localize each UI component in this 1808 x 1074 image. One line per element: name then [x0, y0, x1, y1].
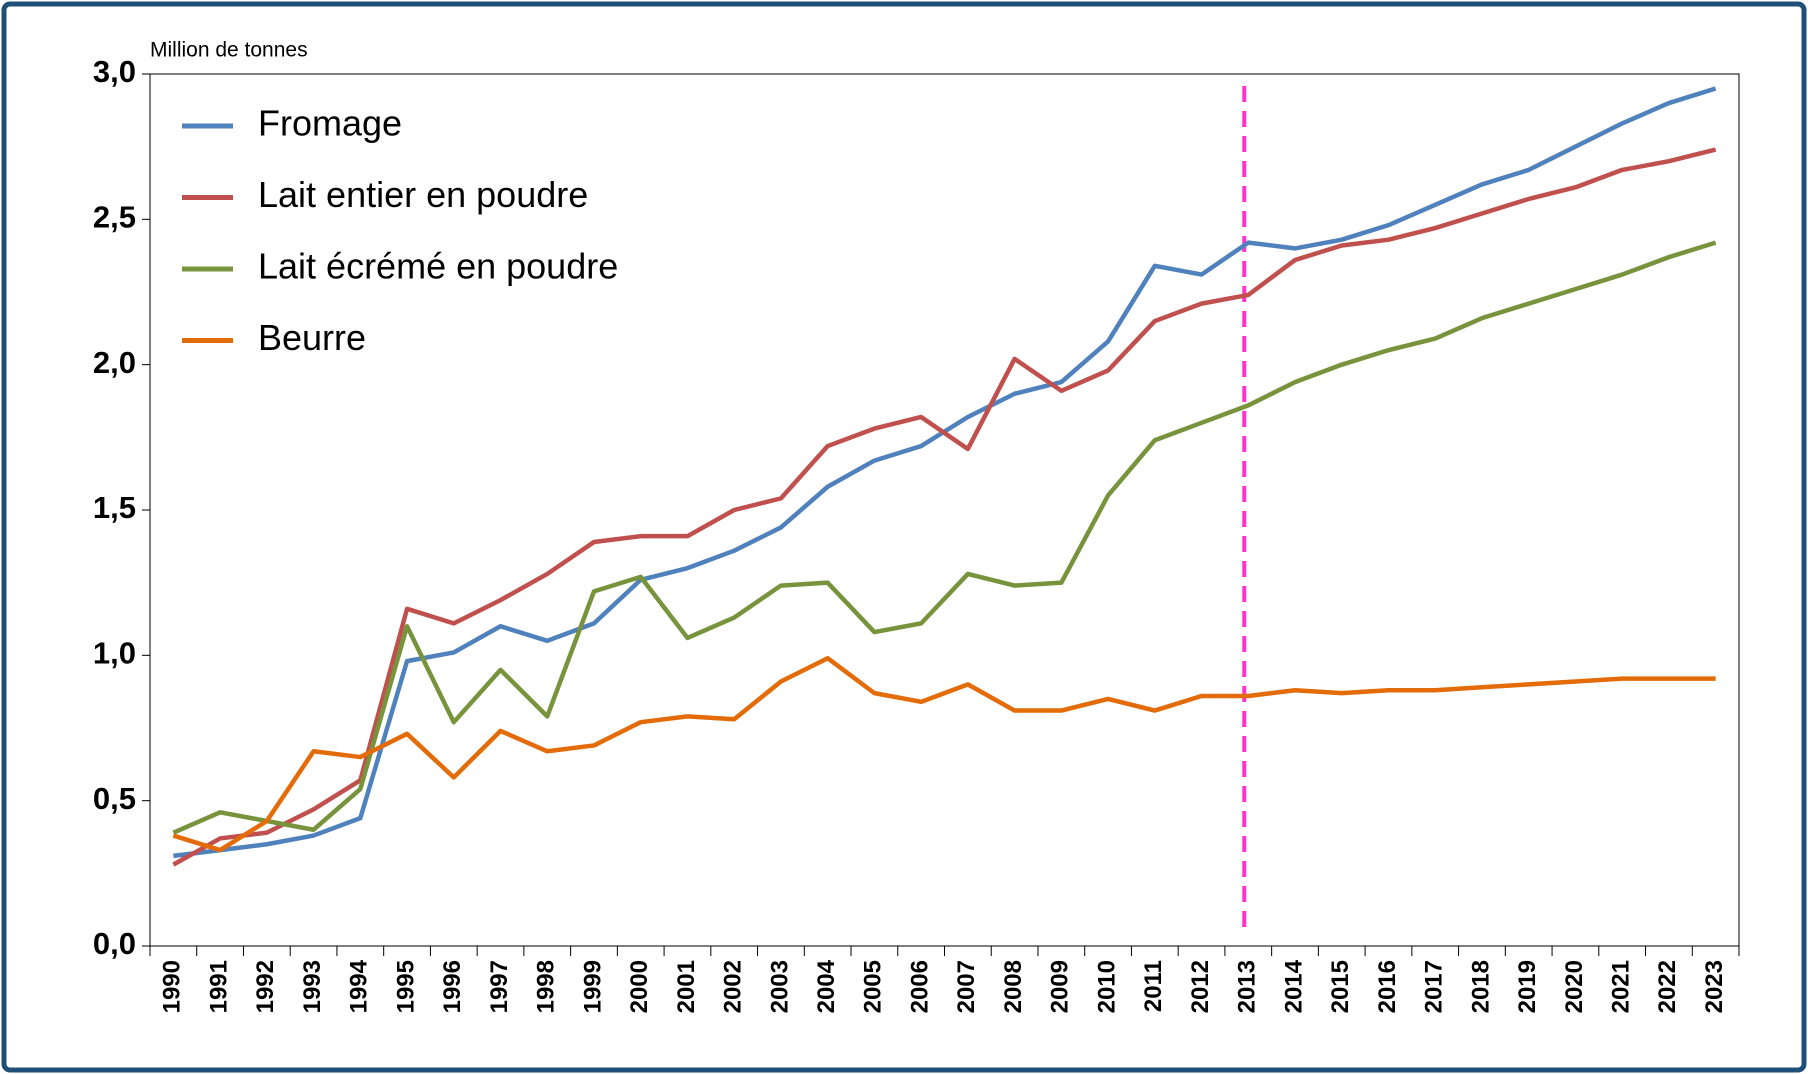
- x-tick-label: 2020: [1561, 960, 1588, 1013]
- x-tick-label: 2000: [626, 960, 653, 1013]
- legend-label: Fromage: [258, 103, 402, 144]
- x-tick-label: 1994: [346, 959, 373, 1013]
- x-tick-label: 2014: [1280, 959, 1307, 1013]
- x-tick-label: 2002: [720, 960, 747, 1013]
- x-tick-label: 1993: [299, 960, 326, 1013]
- line-series: [172, 655, 1716, 853]
- x-tick-label: 1990: [159, 960, 186, 1013]
- x-tick-label: 2017: [1421, 960, 1448, 1013]
- x-tick-label: 2018: [1467, 960, 1494, 1013]
- line-series: [172, 147, 1717, 867]
- x-tick-label: 2003: [766, 960, 793, 1013]
- x-tick-label: 2022: [1654, 960, 1681, 1013]
- y-tick-label: 2,0: [93, 345, 136, 380]
- x-tick-label: 2023: [1701, 960, 1728, 1013]
- x-tick-label: 2015: [1327, 960, 1354, 1013]
- y-tick-label: 3,0: [93, 54, 136, 89]
- x-tick-label: 2021: [1608, 960, 1635, 1013]
- x-tick-label: 1998: [533, 960, 560, 1013]
- x-tick-label: 2012: [1187, 960, 1214, 1013]
- x-tick-label: 1996: [439, 960, 466, 1013]
- x-tick-label: 1992: [252, 960, 279, 1013]
- x-tick-label: 2009: [1047, 960, 1074, 1013]
- y-axis-label: Million de tonnes: [150, 39, 308, 62]
- x-tick-label: 2008: [1000, 960, 1027, 1013]
- x-tick-label: 1995: [392, 960, 419, 1013]
- x-tick-label: 2007: [953, 960, 980, 1013]
- legend-label: Lait écrémé en poudre: [258, 246, 618, 287]
- x-tick-label: 2011: [1140, 960, 1167, 1012]
- y-tick-label: 1,5: [93, 490, 136, 525]
- x-tick-label: 2006: [906, 960, 933, 1013]
- x-tick-label: 2016: [1374, 960, 1401, 1013]
- y-tick-label: 0,0: [93, 926, 136, 961]
- x-tick-label: 2019: [1514, 960, 1541, 1013]
- legend-label: Beurre: [258, 317, 366, 358]
- x-tick-label: 2004: [813, 959, 840, 1013]
- x-tick-label: 2010: [1093, 960, 1120, 1013]
- x-tick-label: 2001: [673, 960, 700, 1013]
- x-tick-label: 1991: [205, 960, 232, 1013]
- legend-label: Lait entier en poudre: [258, 174, 588, 215]
- y-tick-label: 2,5: [93, 200, 136, 235]
- line-series: [172, 240, 1717, 835]
- x-tick-label: 2005: [860, 960, 887, 1013]
- y-tick-label: 0,5: [93, 781, 136, 816]
- x-tick-label: 2013: [1234, 960, 1261, 1013]
- y-tick-label: 1,0: [93, 636, 136, 671]
- x-tick-label: 1997: [486, 960, 513, 1013]
- x-tick-label: 1999: [579, 960, 606, 1013]
